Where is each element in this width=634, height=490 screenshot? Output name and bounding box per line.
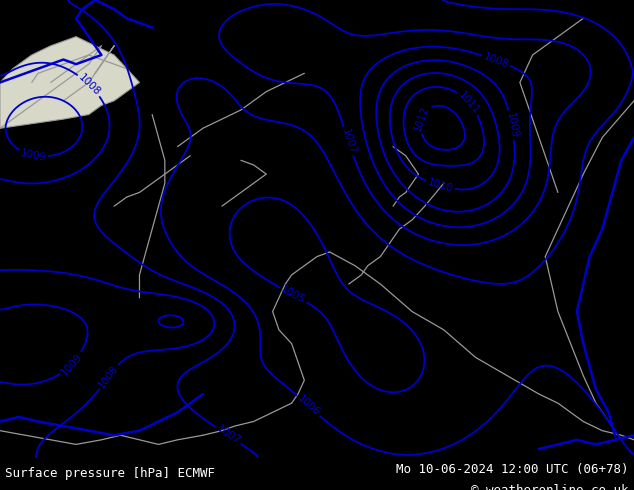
Text: 1005: 1005 <box>279 284 307 306</box>
Text: 1007: 1007 <box>339 127 357 155</box>
Text: 1008: 1008 <box>482 51 510 70</box>
Text: 1008: 1008 <box>97 363 120 390</box>
Text: 1009: 1009 <box>20 148 48 163</box>
Text: 1007: 1007 <box>214 424 242 446</box>
Text: © weatheronline.co.uk: © weatheronline.co.uk <box>472 484 629 490</box>
Text: 1008: 1008 <box>77 72 102 98</box>
Polygon shape <box>0 37 139 128</box>
Text: 1009: 1009 <box>505 111 519 139</box>
Text: 1010: 1010 <box>426 177 454 194</box>
Text: 1006: 1006 <box>295 393 321 418</box>
Text: Surface pressure [hPa] ECMWF: Surface pressure [hPa] ECMWF <box>5 467 215 480</box>
Text: 1011: 1011 <box>456 89 481 116</box>
Text: Mo 10-06-2024 12:00 UTC (06+78): Mo 10-06-2024 12:00 UTC (06+78) <box>396 463 629 476</box>
Text: 1012: 1012 <box>413 104 431 132</box>
Text: 1009: 1009 <box>59 351 84 377</box>
